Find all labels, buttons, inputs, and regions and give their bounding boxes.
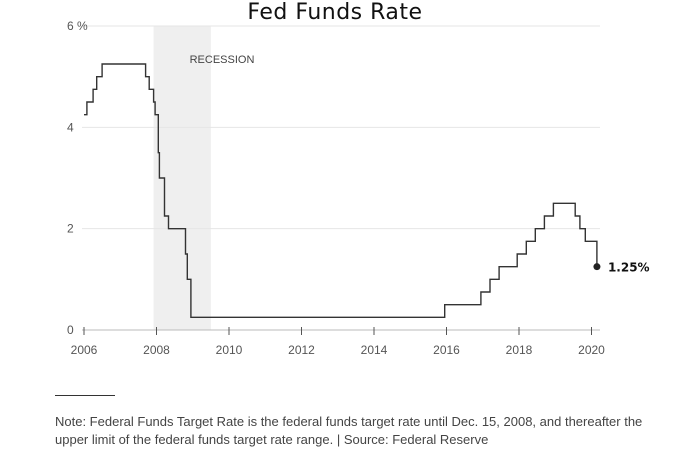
chart-title: Fed Funds Rate	[247, 0, 423, 25]
x-tick-label: 2020	[578, 343, 605, 357]
recession-shade-layer: RECESSION	[153, 26, 255, 330]
y-axis: 0 2 4 6 %	[67, 19, 88, 337]
x-tick-label: 2016	[433, 343, 460, 357]
x-axis: 2006 2008 2010 2012 2014 2016 2018 2020	[71, 327, 605, 357]
x-tick-label: 2010	[216, 343, 243, 357]
footnote: Note: Federal Funds Target Rate is the f…	[55, 414, 643, 447]
x-tick-label: 2008	[143, 343, 170, 357]
x-tick-label: 2012	[288, 343, 315, 357]
x-tick-label: 2018	[506, 343, 533, 357]
gridlines	[82, 25, 600, 331]
recession-label: RECESSION	[190, 54, 255, 66]
chart: RECESSION 2006 2008 2010 2012 2014 2016 2018 20…	[67, 19, 650, 357]
y-tick-label: 6 %	[67, 19, 88, 33]
note-divider	[55, 395, 115, 396]
x-tick-label: 2006	[71, 343, 98, 357]
x-tick-label: 2014	[361, 343, 388, 357]
rate-line	[84, 63, 598, 318]
y-tick-label: 4	[67, 120, 74, 134]
y-tick-label: 2	[67, 222, 74, 236]
end-point-marker	[593, 263, 601, 271]
y-tick-label: 0	[67, 323, 74, 337]
series-layer: 1.25%	[84, 63, 650, 318]
end-point-label: 1.25%	[608, 261, 650, 275]
